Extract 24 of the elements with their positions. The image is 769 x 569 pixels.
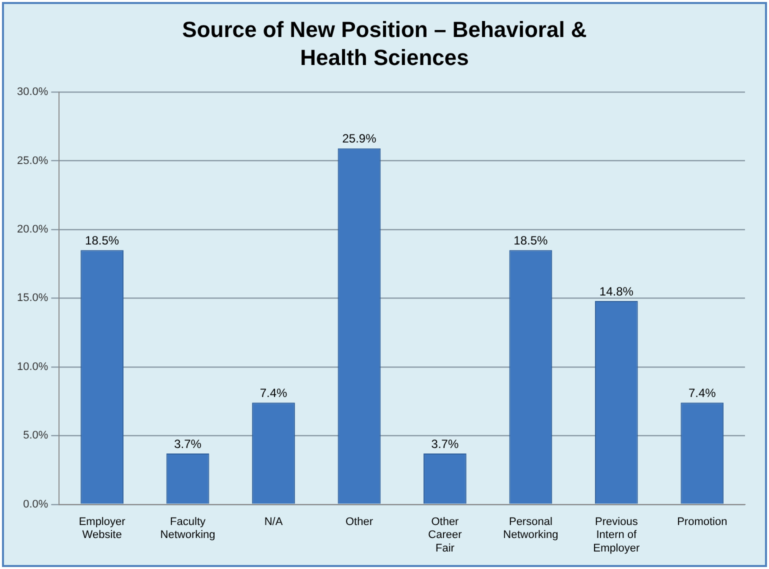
x-tick-label: N/A [264, 516, 284, 528]
x-tick-label: Personal Networking [503, 516, 558, 542]
y-tick-label: 10.0% [16, 360, 48, 373]
data-label: 7.4% [260, 386, 288, 400]
data-label: 18.5% [85, 233, 120, 248]
data-label: 18.5% [514, 233, 548, 248]
x-tick-label: Promotion [677, 516, 728, 528]
data-label: 25.9% [342, 132, 377, 146]
x-tick-label: Faculty Networking [160, 516, 216, 542]
y-tick-label: 5.0% [23, 430, 48, 442]
y-tick-label: 0.0% [23, 498, 48, 510]
chart-title: Source of New Position – Behavioral & Health Sciences [181, 16, 588, 72]
x-tick-label: Other [345, 516, 374, 528]
data-label: 3.7% [431, 436, 459, 451]
x-tick-label: Employer Website [78, 516, 126, 542]
data-label: 7.4% [688, 386, 716, 400]
data-label: 3.7% [174, 436, 202, 451]
y-tick-label: 25.0% [16, 154, 48, 167]
y-tick-label: 30.0% [16, 86, 48, 98]
y-tick-label: 15.0% [16, 292, 48, 304]
x-tick-label: Other Career Fair [428, 516, 462, 554]
data-label: 14.8% [599, 284, 634, 298]
x-tick-label: Previous Intern of Employer [593, 516, 640, 554]
y-tick-label: 20.0% [16, 224, 48, 236]
